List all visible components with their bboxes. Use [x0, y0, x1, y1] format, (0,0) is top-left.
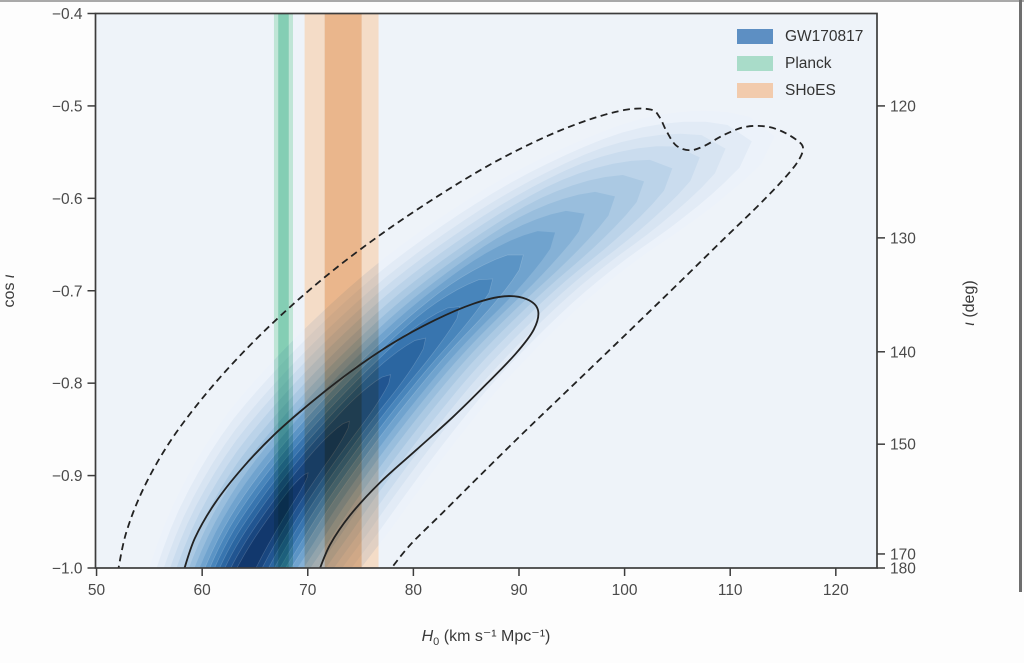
y-right-tick-label: 120	[890, 98, 916, 115]
y-right-tick-label: 130	[890, 230, 916, 247]
x-axis-units: (km s⁻¹ Mpc⁻¹)	[443, 628, 551, 645]
legend-label: GW170817	[785, 27, 864, 45]
shoes-band-seg1	[324, 13, 362, 568]
legend-label: Planck	[785, 54, 832, 72]
x-tick-label: 50	[88, 582, 106, 599]
legend-entry-shoes: SHoES	[737, 77, 863, 104]
page-right-edge-line	[1019, 0, 1022, 592]
plot-content	[117, 13, 804, 568]
legend-entry-gw170817: GW170817	[737, 23, 863, 50]
x-tick-label: 70	[299, 582, 317, 599]
legend-entry-planck: Planck	[737, 50, 863, 77]
iota-symbol: ι	[1, 274, 18, 279]
y-left-tick-label: −0.4	[52, 6, 83, 23]
planck-swatch-icon	[737, 56, 773, 71]
contour-68-percent	[183, 295, 540, 568]
y-left-tick-label: −0.9	[52, 468, 83, 485]
shoes-band-seg0	[304, 13, 325, 568]
y-axis-right-label: ι (deg)	[961, 233, 979, 373]
y-left-tick-label: −0.7	[52, 283, 83, 300]
planck-band-seg0	[273, 13, 279, 568]
y-right-tick-label: 150	[890, 437, 916, 454]
legend: GW170817 Planck SHoES	[737, 23, 863, 104]
shoes-band-seg2	[361, 13, 379, 568]
y-left-tick-label: −0.6	[52, 191, 83, 208]
x-axis-variable: H	[421, 628, 434, 645]
gw170817-swatch-icon	[737, 29, 773, 44]
x-tick-label: 110	[718, 582, 743, 599]
x-axis-subscript: 0	[433, 636, 440, 649]
y-right-tick-label: 170	[890, 546, 916, 563]
y-right-tick-label: 140	[890, 344, 916, 361]
x-axis-label: H0 (km s⁻¹ Mpc⁻¹)	[336, 626, 636, 648]
y-left-tick-label: −0.5	[52, 98, 83, 115]
y-left-tick-label: −0.8	[52, 376, 83, 393]
y-left-tick-label: −1.0	[52, 561, 83, 578]
planck-band-seg2	[288, 13, 293, 568]
y-right-tick-label: 180	[890, 561, 916, 578]
x-tick-label: 80	[405, 582, 423, 599]
planck-band-seg1	[278, 13, 289, 568]
iota-symbol: ι	[961, 322, 978, 326]
page-top-edge-line	[0, 0, 1024, 2]
y-left-prefix: cos	[1, 278, 18, 308]
shoes-swatch-icon	[737, 83, 773, 98]
x-tick-label: 90	[510, 582, 528, 599]
axis-ticks: 50 60 70 80 90 100 110 120 −0.4 −0.5 −0.6 −0.7 −0.8 −…	[52, 6, 916, 599]
x-tick-label: 120	[823, 582, 849, 599]
legend-label: SHoES	[785, 81, 836, 99]
x-tick-label: 100	[612, 582, 638, 599]
y-axis-left-label: cos ι	[1, 221, 19, 361]
contour-95-percent	[117, 107, 804, 568]
x-tick-label: 60	[194, 582, 212, 599]
y-right-units: (deg)	[961, 280, 978, 318]
